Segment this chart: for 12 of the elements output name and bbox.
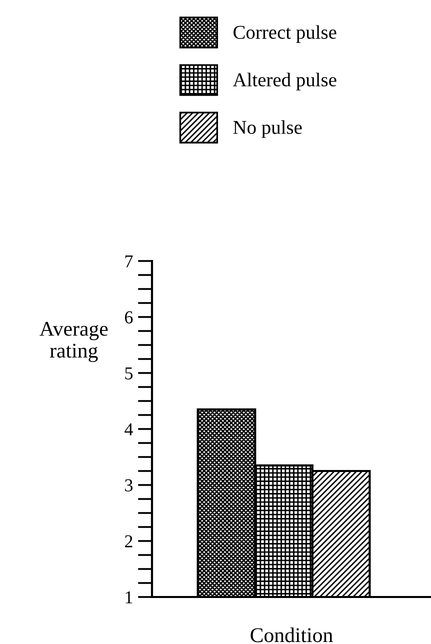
- legend-label: Correct pulse: [234, 25, 336, 43]
- y-tick-label: 4: [124, 423, 133, 436]
- y-tick-label: 2: [125, 535, 132, 548]
- x-axis-title: Condition: [250, 628, 333, 642]
- y-tick-label: 6: [125, 311, 133, 324]
- legend-label: Altered pulse: [232, 72, 336, 90]
- legend-label: No pulse: [233, 120, 302, 138]
- y-tick-label: 5: [125, 367, 133, 380]
- y-tick-label: 3: [125, 479, 133, 492]
- y-axis-title: Average rating: [40, 322, 108, 362]
- y-tick-label: 1: [126, 591, 132, 604]
- y-tick-label: 7: [125, 255, 133, 268]
